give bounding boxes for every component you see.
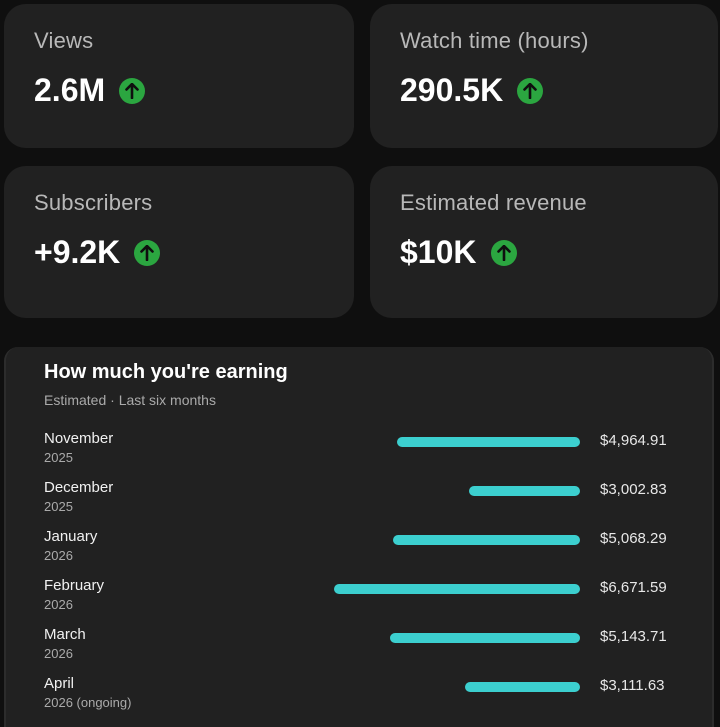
earnings-row[interactable]: January 2026 $5,068.29 xyxy=(44,528,674,577)
earnings-bar xyxy=(465,682,580,692)
views-value: 2.6M xyxy=(34,72,106,108)
earnings-panel[interactable]: How much you're earning Estimated · Last… xyxy=(4,347,714,727)
earnings-month: December xyxy=(44,479,114,496)
subscribers-label: Subscribers xyxy=(34,190,153,215)
trend-up-icon xyxy=(134,239,161,266)
earnings-row[interactable]: April 2026 (ongoing) $3,111.63 xyxy=(44,675,674,724)
earnings-row[interactable]: February 2026 $6,671.59 xyxy=(44,577,674,626)
earnings-amount: $3,111.63 xyxy=(600,677,665,694)
trend-up-icon xyxy=(119,77,146,104)
watch-time-value: 290.5K xyxy=(400,72,504,108)
views-label: Views xyxy=(34,28,94,53)
watch-time-card[interactable]: Watch time (hours) 290.5K xyxy=(370,4,718,148)
earnings-amount: $6,671.59 xyxy=(600,579,667,596)
earnings-row[interactable]: December 2025 $3,002.83 xyxy=(44,479,674,528)
earnings-amount: $3,002.83 xyxy=(600,481,667,498)
earnings-bar-track xyxy=(334,682,580,692)
earnings-bar-track xyxy=(334,584,580,594)
trend-up-icon xyxy=(490,239,517,266)
earnings-row[interactable]: November 2025 $4,964.91 xyxy=(44,430,674,479)
earnings-bar xyxy=(334,584,580,594)
earnings-row[interactable]: March 2026 $5,143.71 xyxy=(44,626,674,675)
earnings-year: 2026 xyxy=(44,548,73,563)
earnings-subtitle: Estimated · Last six months xyxy=(44,392,216,408)
earnings-list: November 2025 $4,964.91 December 2025 $3,002.… xyxy=(44,430,674,724)
subscribers-value-row: +9.2K xyxy=(34,234,324,271)
earnings-year: 2026 xyxy=(44,646,73,661)
earnings-month: November xyxy=(44,430,114,447)
earnings-month: January xyxy=(44,528,98,545)
earnings-amount: $4,964.91 xyxy=(600,432,667,449)
watch-time-value-row: 290.5K xyxy=(400,72,688,109)
earnings-bar xyxy=(390,633,580,643)
earnings-bar-track xyxy=(334,437,580,447)
views-value-row: 2.6M xyxy=(34,72,324,109)
earnings-month: March xyxy=(44,626,86,643)
earnings-year: 2025 xyxy=(44,450,73,465)
earnings-year: 2026 xyxy=(44,597,73,612)
earnings-bar xyxy=(397,437,580,447)
subscribers-card[interactable]: Subscribers +9.2K xyxy=(4,166,354,318)
earnings-month: April xyxy=(44,675,75,692)
earnings-month: February xyxy=(44,577,105,594)
earnings-title: How much you're earning xyxy=(44,361,288,383)
earnings-amount: $5,143.71 xyxy=(600,628,667,645)
earnings-bar-track xyxy=(334,486,580,496)
views-card[interactable]: Views 2.6M xyxy=(4,4,354,148)
watch-time-label: Watch time (hours) xyxy=(400,28,589,53)
subscribers-value: +9.2K xyxy=(34,234,121,270)
trend-up-icon xyxy=(517,77,544,104)
revenue-card[interactable]: Estimated revenue $10K xyxy=(370,166,718,318)
earnings-year: 2026 (ongoing) xyxy=(44,695,132,710)
revenue-value: $10K xyxy=(400,234,477,270)
earnings-bar xyxy=(393,535,580,545)
revenue-value-row: $10K xyxy=(400,234,688,271)
earnings-bar-track xyxy=(334,535,580,545)
earnings-year: 2025 xyxy=(44,499,73,514)
revenue-label: Estimated revenue xyxy=(400,190,587,215)
earnings-bar xyxy=(469,486,580,496)
earnings-amount: $5,068.29 xyxy=(600,530,667,547)
earnings-bar-track xyxy=(334,633,580,643)
